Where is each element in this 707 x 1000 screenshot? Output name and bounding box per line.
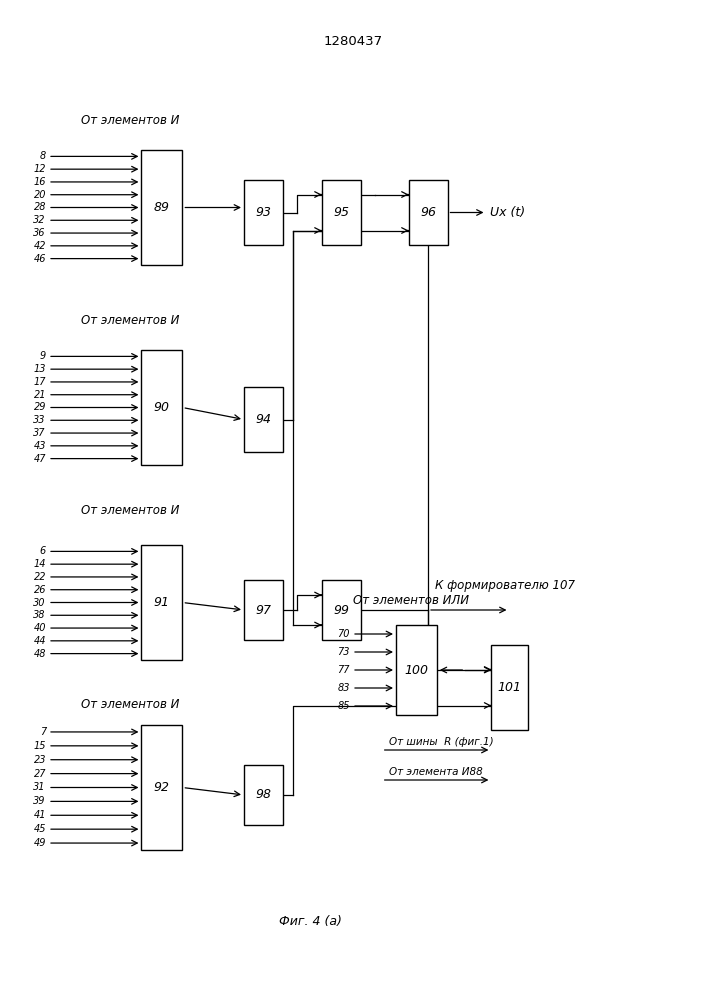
- Text: 12: 12: [33, 164, 46, 174]
- Text: 93: 93: [255, 206, 271, 219]
- Text: 94: 94: [255, 413, 271, 426]
- Bar: [396, 625, 437, 715]
- Text: 21: 21: [33, 390, 46, 400]
- Bar: [141, 350, 182, 465]
- Bar: [244, 180, 283, 245]
- Text: 43: 43: [33, 441, 46, 451]
- Text: 97: 97: [255, 603, 271, 616]
- Bar: [322, 180, 361, 245]
- Text: 100: 100: [404, 664, 428, 677]
- Text: 23: 23: [33, 755, 46, 765]
- Text: 96: 96: [420, 206, 436, 219]
- Bar: [322, 580, 361, 640]
- Text: 22: 22: [33, 572, 46, 582]
- Text: 36: 36: [33, 228, 46, 238]
- Text: 27: 27: [33, 769, 46, 779]
- Text: 83: 83: [337, 683, 350, 693]
- Text: 31: 31: [33, 782, 46, 792]
- Text: 91: 91: [154, 596, 170, 609]
- Text: Фиг. 4 (а): Фиг. 4 (а): [279, 916, 342, 928]
- Text: 6: 6: [40, 546, 46, 556]
- Text: 38: 38: [33, 610, 46, 620]
- Text: 44: 44: [33, 636, 46, 646]
- Text: 37: 37: [33, 428, 46, 438]
- Text: 41: 41: [33, 810, 46, 820]
- Text: 85: 85: [337, 701, 350, 711]
- Text: 45: 45: [33, 824, 46, 834]
- Text: От шины  R (фиг.1): От шины R (фиг.1): [389, 737, 493, 747]
- Text: К формирователю 107: К формирователю 107: [435, 578, 575, 591]
- Text: 70: 70: [337, 629, 350, 639]
- Text: 29: 29: [33, 402, 46, 412]
- Text: 89: 89: [154, 201, 170, 214]
- Text: 99: 99: [333, 603, 349, 616]
- Text: От элементов И: От элементов И: [81, 504, 180, 516]
- Bar: [141, 545, 182, 660]
- Text: Ux (t): Ux (t): [490, 206, 525, 219]
- Bar: [141, 150, 182, 265]
- Text: От элементов И: От элементов И: [81, 113, 180, 126]
- Text: От элементов И: От элементов И: [81, 314, 180, 326]
- Text: 47: 47: [33, 454, 46, 464]
- Text: 95: 95: [333, 206, 349, 219]
- Text: 46: 46: [33, 254, 46, 264]
- Text: 32: 32: [33, 215, 46, 225]
- Text: 16: 16: [33, 177, 46, 187]
- Text: От элементов ИЛИ: От элементов ИЛИ: [354, 593, 469, 606]
- Text: 20: 20: [33, 190, 46, 200]
- Text: 28: 28: [33, 202, 46, 213]
- Text: 40: 40: [33, 623, 46, 633]
- Bar: [141, 725, 182, 850]
- Text: От элемента И88: От элемента И88: [389, 767, 483, 777]
- Text: 1280437: 1280437: [324, 35, 383, 48]
- Text: 17: 17: [33, 377, 46, 387]
- Text: 15: 15: [33, 741, 46, 751]
- Text: 77: 77: [337, 665, 350, 675]
- Text: 8: 8: [40, 151, 46, 161]
- Text: 101: 101: [498, 681, 522, 694]
- Text: 49: 49: [33, 838, 46, 848]
- Text: 33: 33: [33, 415, 46, 425]
- Bar: [244, 580, 283, 640]
- Text: 7: 7: [40, 727, 46, 737]
- Text: 26: 26: [33, 585, 46, 595]
- Bar: [244, 387, 283, 452]
- Text: 98: 98: [255, 788, 271, 802]
- Text: 42: 42: [33, 241, 46, 251]
- Text: 92: 92: [154, 781, 170, 794]
- Text: 73: 73: [337, 647, 350, 657]
- Text: 9: 9: [40, 351, 46, 361]
- Bar: [491, 645, 528, 730]
- Text: 13: 13: [33, 364, 46, 374]
- Text: 30: 30: [33, 597, 46, 607]
- Text: 14: 14: [33, 559, 46, 569]
- Text: 48: 48: [33, 649, 46, 659]
- Text: 90: 90: [154, 401, 170, 414]
- Bar: [409, 180, 448, 245]
- Text: 39: 39: [33, 796, 46, 806]
- Text: От элементов И: От элементов И: [81, 698, 180, 712]
- Bar: [244, 765, 283, 825]
